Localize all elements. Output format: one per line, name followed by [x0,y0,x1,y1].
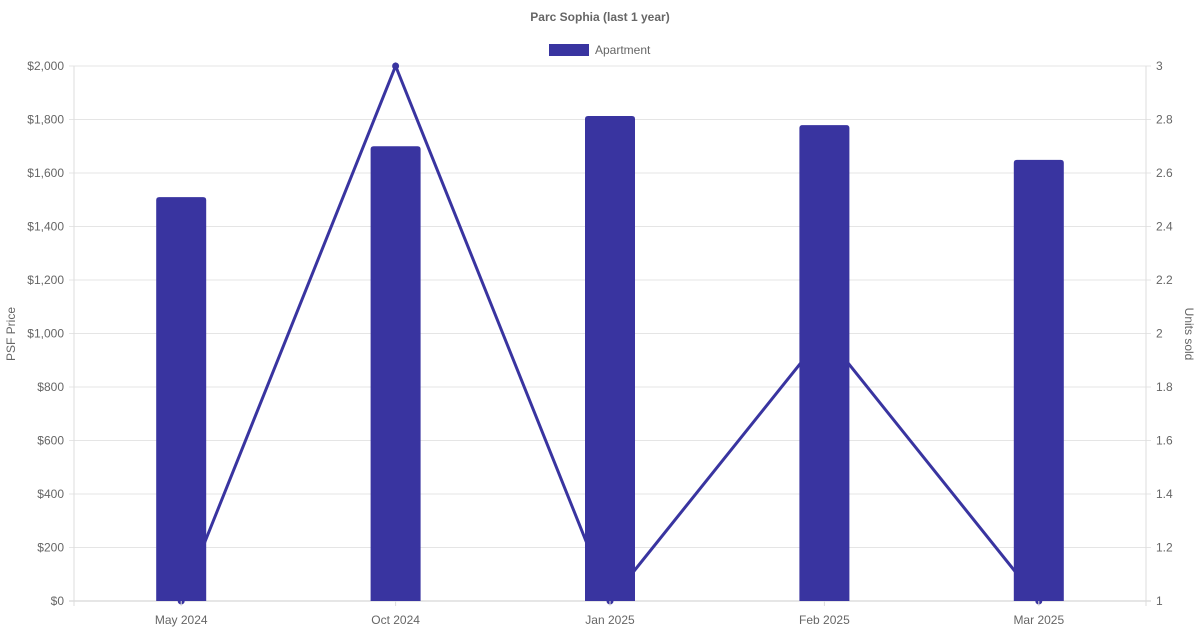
y-tick-label: $1,600 [27,166,64,180]
price-bar[interactable] [1013,159,1064,601]
y2-axis-label: Units sold [1182,308,1196,361]
legend[interactable]: Apartment [549,43,651,57]
price-bar[interactable] [156,197,207,601]
x-tick-label: Feb 2025 [799,613,850,627]
y-axis-label: PSF Price [4,307,18,361]
y2-tick-label: 2.6 [1156,166,1173,180]
y2-tick-label: 1 [1156,594,1163,608]
y-tick-label: $0 [51,594,65,608]
chart-title: Parc Sophia (last 1 year) [530,10,669,24]
price-bar[interactable] [370,146,421,601]
price-bar[interactable] [799,125,850,602]
y-tick-label: $1,400 [27,220,64,234]
y2-tick-label: 1.8 [1156,380,1173,394]
x-tick-label: Oct 2024 [371,613,420,627]
y2-tick-label: 1.6 [1156,434,1173,448]
units-sold-point[interactable] [392,62,400,70]
y-tick-label: $400 [37,487,64,501]
y2-tick-label: 2.4 [1156,220,1173,234]
legend-label-apartment: Apartment [595,43,651,57]
y-tick-label: $1,800 [27,113,64,127]
y-tick-label: $2,000 [27,59,64,73]
price-bar[interactable] [585,116,635,602]
x-tick-label: May 2024 [155,613,208,627]
y-tick-label: $600 [37,434,64,448]
y2-tick-label: 2 [1156,327,1163,341]
y2-tick-label: 3 [1156,59,1163,73]
x-tick-label: Mar 2025 [1013,613,1064,627]
x-tick-label: Jan 2025 [585,613,635,627]
y-tick-label: $800 [37,380,64,394]
y2-tick-label: 2.8 [1156,113,1173,127]
legend-swatch-apartment [549,44,589,56]
y2-tick-label: 1.2 [1156,541,1173,555]
y2-tick-label: 1.4 [1156,487,1173,501]
y-tick-label: $1,200 [27,273,64,287]
y2-tick-label: 2.2 [1156,273,1173,287]
y-tick-label: $1,000 [27,327,64,341]
y-tick-label: $200 [37,541,64,555]
